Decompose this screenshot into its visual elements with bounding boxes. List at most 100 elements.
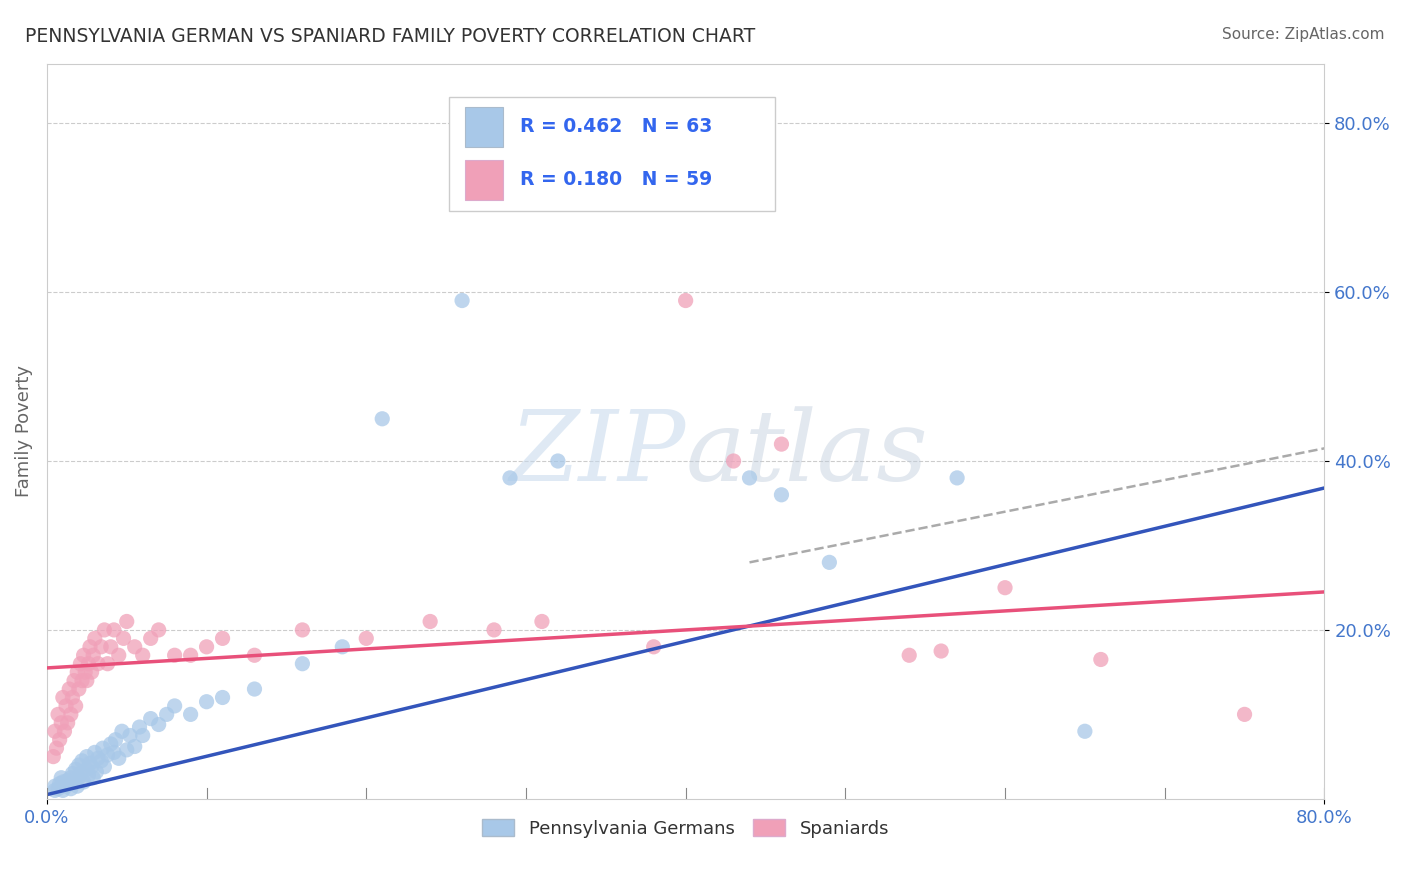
Point xyxy=(163,698,186,713)
Point xyxy=(103,745,125,759)
Point xyxy=(738,471,761,485)
Point xyxy=(371,411,394,425)
Point xyxy=(80,665,103,680)
Point xyxy=(69,766,91,780)
Point xyxy=(107,751,129,765)
Point xyxy=(107,648,129,663)
Point xyxy=(75,665,97,680)
Point xyxy=(45,741,67,756)
Point xyxy=(139,632,162,646)
Point xyxy=(62,690,84,705)
Point xyxy=(770,488,793,502)
Point xyxy=(56,773,79,788)
Point xyxy=(66,779,89,793)
Point xyxy=(66,665,89,680)
Point xyxy=(91,741,114,756)
FancyBboxPatch shape xyxy=(450,97,775,211)
Point xyxy=(100,737,122,751)
Point xyxy=(86,764,108,779)
Point xyxy=(56,715,79,730)
Point xyxy=(211,690,233,705)
Point xyxy=(100,640,122,654)
Point xyxy=(67,771,90,785)
Point xyxy=(44,724,66,739)
Point xyxy=(59,781,82,796)
Point xyxy=(58,777,80,791)
Point xyxy=(44,779,66,793)
Point xyxy=(83,745,105,759)
Point xyxy=(1090,652,1112,666)
Point xyxy=(482,623,505,637)
Point xyxy=(52,775,75,789)
Point xyxy=(128,720,150,734)
Point xyxy=(82,771,104,785)
Point xyxy=(898,648,921,663)
Point xyxy=(643,640,665,654)
Legend: Pennsylvania Germans, Spaniards: Pennsylvania Germans, Spaniards xyxy=(475,813,897,845)
Point xyxy=(70,673,93,688)
Point xyxy=(93,760,115,774)
Point xyxy=(243,648,266,663)
Point xyxy=(103,623,125,637)
Point xyxy=(195,695,218,709)
Point xyxy=(818,555,841,569)
Point xyxy=(46,781,69,796)
Point xyxy=(946,471,969,485)
Point xyxy=(58,681,80,696)
Point xyxy=(51,771,73,785)
Text: R = 0.462   N = 63: R = 0.462 N = 63 xyxy=(520,117,711,136)
Text: Source: ZipAtlas.com: Source: ZipAtlas.com xyxy=(1222,27,1385,42)
Point xyxy=(1233,707,1256,722)
Point xyxy=(148,717,170,731)
Point xyxy=(44,783,66,797)
Point xyxy=(1074,724,1097,739)
Point xyxy=(90,754,112,768)
Point xyxy=(76,673,98,688)
Point xyxy=(530,615,553,629)
Point xyxy=(63,673,86,688)
Point xyxy=(115,615,138,629)
Point xyxy=(53,724,76,739)
Point xyxy=(356,632,378,646)
Point xyxy=(111,724,134,739)
Point xyxy=(59,771,82,785)
Point xyxy=(42,749,65,764)
Point xyxy=(112,632,135,646)
Point xyxy=(51,715,73,730)
Point xyxy=(69,657,91,671)
Point xyxy=(80,760,103,774)
Point xyxy=(104,732,127,747)
Point xyxy=(70,754,93,768)
Point xyxy=(76,749,98,764)
Point xyxy=(63,775,86,789)
Point xyxy=(67,681,90,696)
FancyBboxPatch shape xyxy=(464,160,503,200)
Point xyxy=(77,657,100,671)
Point xyxy=(243,681,266,696)
Point xyxy=(65,762,87,776)
Point xyxy=(82,648,104,663)
Point xyxy=(55,779,77,793)
Point xyxy=(77,768,100,782)
Point xyxy=(48,732,70,747)
Point xyxy=(46,707,69,722)
Point xyxy=(451,293,474,308)
Point xyxy=(131,729,153,743)
Point xyxy=(330,640,353,654)
Point xyxy=(139,712,162,726)
Text: atlas: atlas xyxy=(686,406,928,501)
Y-axis label: Family Poverty: Family Poverty xyxy=(15,366,32,498)
Point xyxy=(419,615,441,629)
FancyBboxPatch shape xyxy=(464,107,503,147)
Point xyxy=(723,454,745,468)
Point xyxy=(291,623,314,637)
Point xyxy=(97,657,120,671)
Point xyxy=(76,762,98,776)
Point xyxy=(65,698,87,713)
Point xyxy=(148,623,170,637)
Point xyxy=(48,777,70,791)
Point xyxy=(195,640,218,654)
Point xyxy=(118,729,141,743)
Point xyxy=(59,707,82,722)
Point xyxy=(211,632,233,646)
